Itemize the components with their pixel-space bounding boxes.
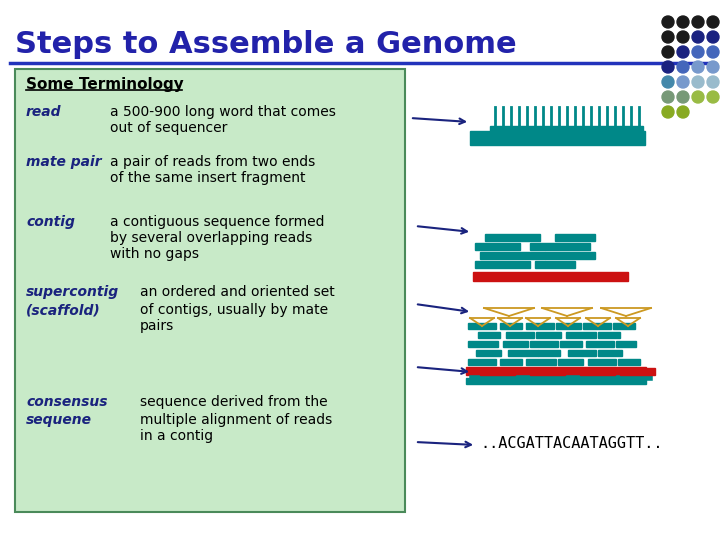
Bar — [598, 350, 622, 356]
Circle shape — [662, 76, 674, 88]
Circle shape — [707, 91, 719, 103]
Bar — [526, 359, 556, 365]
Text: in a contig: in a contig — [140, 429, 213, 443]
Text: multiple alignment of reads: multiple alignment of reads — [140, 413, 332, 427]
Bar — [580, 368, 615, 375]
Text: of the same insert fragment: of the same insert fragment — [110, 171, 305, 185]
Bar — [545, 252, 595, 259]
Bar — [466, 367, 646, 375]
Bar — [613, 323, 635, 329]
Bar — [560, 341, 582, 347]
Bar — [536, 332, 561, 338]
Text: out of sequencer: out of sequencer — [110, 121, 228, 135]
Text: a 500-900 long word that comes: a 500-900 long word that comes — [110, 105, 336, 119]
Circle shape — [707, 61, 719, 73]
FancyBboxPatch shape — [15, 69, 405, 512]
Circle shape — [692, 46, 704, 58]
Circle shape — [662, 46, 674, 58]
Circle shape — [707, 31, 719, 43]
Bar — [468, 323, 496, 329]
Bar — [618, 359, 640, 365]
Bar — [470, 131, 645, 145]
Bar — [616, 341, 636, 347]
Bar — [588, 359, 616, 365]
Circle shape — [677, 76, 689, 88]
Circle shape — [662, 16, 674, 28]
Bar — [466, 378, 646, 384]
Bar — [475, 261, 530, 268]
Circle shape — [677, 16, 689, 28]
Bar — [583, 323, 611, 329]
Text: a contiguous sequence formed: a contiguous sequence formed — [110, 215, 325, 229]
Bar — [473, 272, 628, 281]
Bar — [468, 359, 496, 365]
Circle shape — [677, 61, 689, 73]
Circle shape — [692, 61, 704, 73]
Circle shape — [707, 76, 719, 88]
Bar — [468, 341, 498, 347]
Text: sequence derived from the: sequence derived from the — [140, 395, 328, 409]
Bar — [490, 126, 643, 131]
Bar — [503, 341, 528, 347]
Text: Some Terminology: Some Terminology — [26, 77, 184, 92]
Circle shape — [692, 16, 704, 28]
Text: (scaffold): (scaffold) — [26, 303, 101, 317]
Bar — [555, 234, 595, 241]
Bar — [556, 323, 581, 329]
Text: with no gaps: with no gaps — [110, 247, 199, 261]
Text: consensus: consensus — [26, 395, 107, 409]
Text: Steps to Assemble a Genome: Steps to Assemble a Genome — [15, 30, 517, 59]
Text: mate pair: mate pair — [26, 155, 102, 169]
Bar — [535, 261, 575, 268]
Bar — [475, 243, 520, 250]
Bar — [598, 332, 620, 338]
Bar — [530, 368, 565, 375]
Bar — [526, 323, 554, 329]
Text: ..ACGATTACAATAGGTT..: ..ACGATTACAATAGGTT.. — [480, 436, 662, 451]
Circle shape — [692, 76, 704, 88]
Text: contig: contig — [26, 215, 75, 229]
Circle shape — [677, 46, 689, 58]
Bar — [568, 350, 596, 356]
Bar — [500, 323, 522, 329]
Text: supercontig: supercontig — [26, 285, 119, 299]
Bar — [586, 341, 614, 347]
Bar — [558, 359, 583, 365]
Circle shape — [662, 61, 674, 73]
Circle shape — [662, 31, 674, 43]
Text: an ordered and oriented set: an ordered and oriented set — [140, 285, 335, 299]
Bar — [506, 332, 534, 338]
Bar — [480, 368, 515, 375]
Text: of contigs, usually by mate: of contigs, usually by mate — [140, 303, 328, 317]
Circle shape — [692, 91, 704, 103]
Circle shape — [677, 31, 689, 43]
Circle shape — [707, 16, 719, 28]
Text: by several overlapping reads: by several overlapping reads — [110, 231, 312, 245]
Circle shape — [677, 91, 689, 103]
Bar — [476, 350, 501, 356]
Text: a pair of reads from two ends: a pair of reads from two ends — [110, 155, 315, 169]
Circle shape — [692, 31, 704, 43]
Bar — [478, 332, 500, 338]
Bar — [538, 350, 560, 356]
Circle shape — [707, 46, 719, 58]
Circle shape — [662, 91, 674, 103]
Text: sequene: sequene — [26, 413, 92, 427]
Text: pairs: pairs — [140, 319, 174, 333]
Circle shape — [677, 106, 689, 118]
Bar — [620, 368, 655, 375]
Circle shape — [662, 106, 674, 118]
Text: read: read — [26, 105, 61, 119]
Bar — [508, 350, 538, 356]
Bar — [566, 332, 596, 338]
Bar — [480, 252, 545, 259]
Bar — [530, 243, 590, 250]
Bar — [500, 359, 522, 365]
Bar — [485, 234, 540, 241]
Bar — [530, 341, 558, 347]
